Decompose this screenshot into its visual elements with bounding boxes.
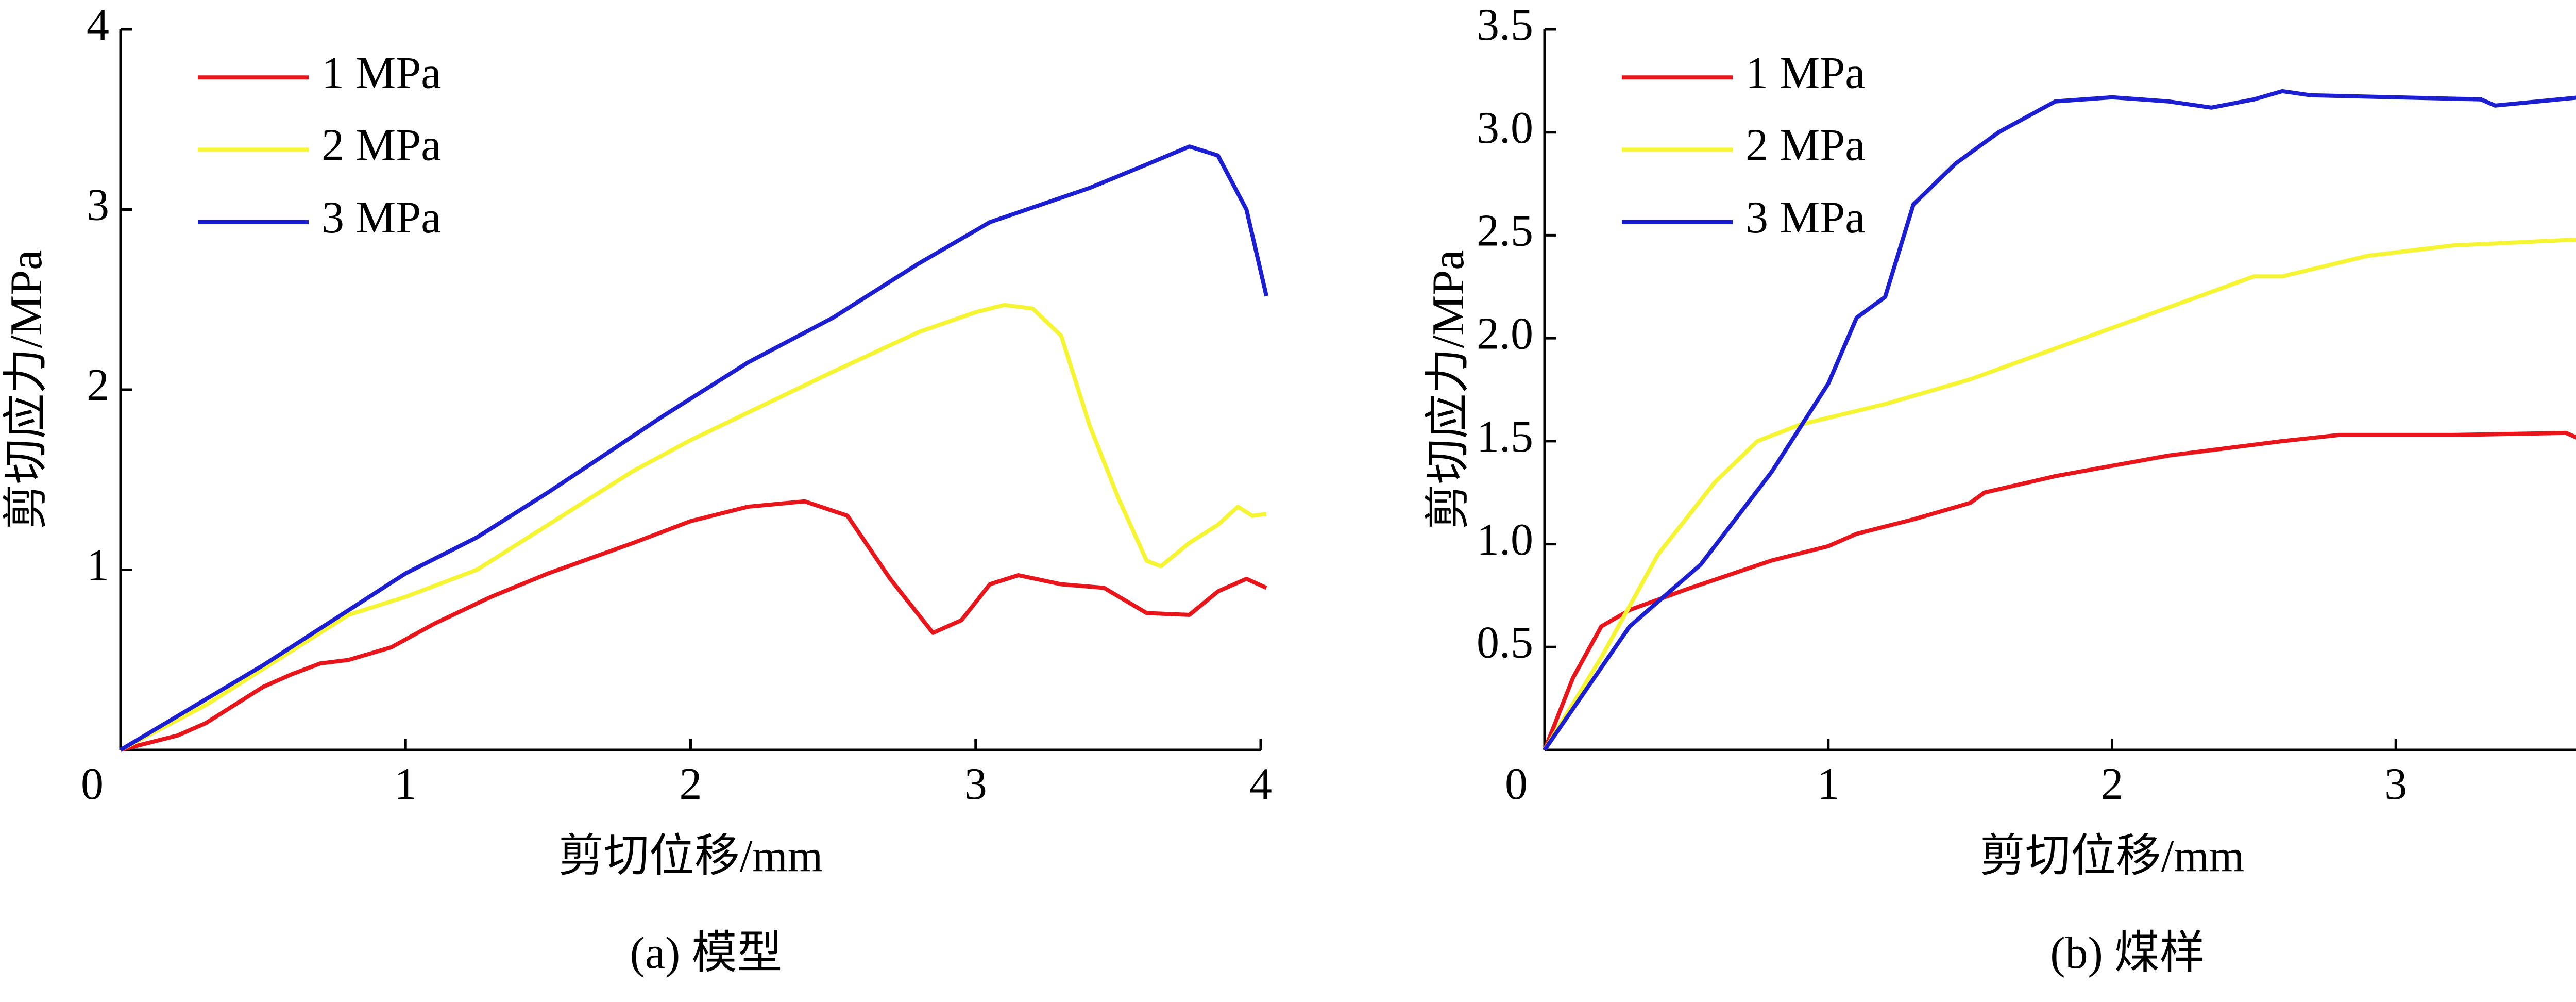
x-tick-label: 0: [81, 759, 104, 809]
legend-label: 1 MPa: [1745, 48, 1865, 98]
x-tick-label: 1: [394, 759, 417, 809]
data-line: [1543, 430, 2576, 751]
data-line: [120, 499, 1267, 752]
data-line: [1543, 89, 2576, 751]
legend-label: 2 MPa: [321, 121, 441, 171]
x-tick-label: 2: [680, 759, 702, 809]
chart-title: (a) 模型: [630, 928, 783, 978]
x-tick-label: 4: [1249, 759, 1272, 809]
legend-label: 3 MPa: [321, 193, 441, 243]
y-axis-label: 剪切应力/MPa: [2, 250, 52, 530]
x-axis-label: 剪切位移/mm: [558, 831, 823, 881]
x-tick-label: 2: [2101, 759, 2124, 809]
y-tick-label: 2.0: [1477, 309, 1533, 359]
y-tick-label: 2: [87, 360, 109, 410]
data-line: [119, 144, 1268, 752]
y-tick-label: 3.0: [1477, 103, 1533, 153]
y-tick-label: 1.5: [1477, 412, 1533, 462]
y-tick-label: 1: [87, 541, 109, 591]
y-tick-label: 2.5: [1477, 206, 1533, 256]
x-tick-label: 1: [1817, 759, 1840, 809]
x-tick-label: 3: [964, 759, 987, 809]
legend-label: 3 MPa: [1745, 193, 1865, 243]
legend-label: 1 MPa: [321, 48, 441, 98]
y-tick-label: 4: [87, 0, 109, 50]
x-tick-label: 3: [2384, 759, 2407, 809]
y-tick-label: 0.5: [1477, 617, 1533, 667]
data-line: [1543, 237, 2576, 751]
x-tick-label: 0: [1505, 759, 1528, 809]
y-tick-label: 3: [87, 180, 109, 230]
y-tick-label: 3.5: [1477, 0, 1533, 50]
chart-title: (b) 煤样: [2050, 928, 2205, 978]
y-tick-label: 1.0: [1477, 515, 1533, 565]
legend-label: 2 MPa: [1745, 121, 1865, 171]
data-line: [120, 303, 1267, 752]
x-axis-label: 剪切位移/mm: [1980, 831, 2244, 881]
y-axis-label: 剪切应力/MPa: [1423, 250, 1473, 530]
